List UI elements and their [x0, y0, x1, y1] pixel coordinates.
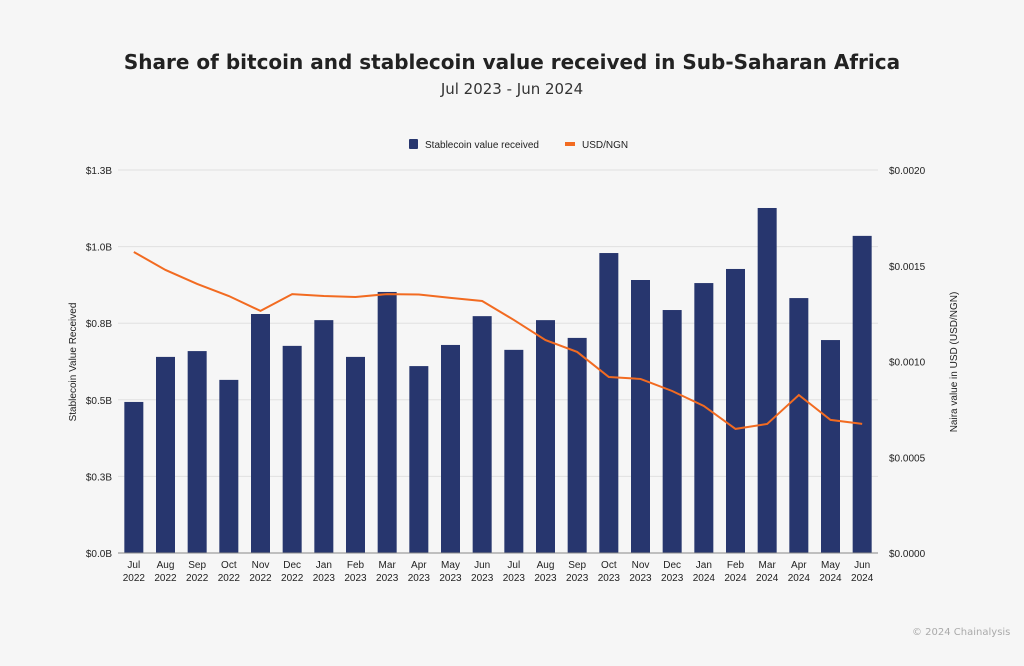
x-tick-label-year: 2023: [661, 573, 684, 584]
x-tick-label-month: Mar: [759, 560, 777, 571]
x-tick-label-year: 2023: [408, 573, 431, 584]
x-tick-label-month: Feb: [727, 560, 745, 571]
x-tick-label-month: Apr: [791, 560, 807, 571]
x-tick-label-month: Jun: [474, 560, 490, 571]
x-tick-label-month: Aug: [537, 560, 555, 571]
y-right-tick-label: $0.0000: [889, 549, 926, 560]
bar: [599, 253, 619, 553]
bar: [789, 298, 809, 553]
bar: [852, 235, 872, 553]
x-tick-label-month: Jul: [127, 560, 140, 571]
x-tick-label-month: Dec: [663, 560, 681, 571]
bar: [377, 291, 397, 553]
chart-subtitle: Jul 2023 - Jun 2024: [440, 80, 584, 98]
bar: [567, 337, 587, 553]
x-tick-label-year: 2022: [186, 573, 209, 584]
x-tick-label-year: 2024: [724, 573, 747, 584]
x-tick-label-month: May: [441, 560, 460, 571]
usd-ngn-line: [133, 251, 863, 430]
x-tick-label-month: Feb: [347, 560, 365, 571]
bar: [124, 401, 144, 553]
x-tick-label-year: 2023: [598, 573, 621, 584]
bar: [282, 345, 302, 553]
x-tick-label-month: Dec: [283, 560, 301, 571]
bar: [536, 320, 555, 553]
legend-swatch-stablecoin: [409, 139, 418, 149]
chart-title: Share of bitcoin and stablecoin value re…: [123, 50, 901, 74]
x-tick-label-month: Sep: [568, 560, 586, 571]
x-tick-label-year: 2022: [154, 573, 177, 584]
x-tick-label-year: 2023: [503, 573, 526, 584]
bar: [187, 351, 207, 553]
x-tick-label-year: 2022: [123, 573, 146, 584]
x-tick-label-year: 2024: [788, 573, 811, 584]
x-tick-label-year: 2024: [819, 573, 842, 584]
x-tick-label-year: 2022: [281, 573, 304, 584]
x-tick-label-month: Jun: [854, 560, 870, 571]
y-right-tick-label: $0.0020: [889, 166, 926, 177]
legend-label-stablecoin: Stablecoin value received: [425, 140, 539, 151]
x-tick-label-month: Nov: [632, 560, 650, 571]
x-tick-label-year: 2024: [756, 573, 779, 584]
y-axis-title: Stablecoin Value Received: [68, 303, 79, 422]
bar: [251, 314, 270, 553]
x-tick-label-month: Nov: [252, 560, 270, 571]
x-tick-label-year: 2023: [344, 573, 367, 584]
x-tick-label-month: Apr: [411, 560, 427, 571]
x-tick-label-month: Sep: [188, 560, 206, 571]
bar: [219, 379, 239, 553]
x-tick-label-year: 2023: [629, 573, 652, 584]
copyright-credit: © 2024 Chainalysis: [912, 627, 1011, 638]
bar: [346, 356, 365, 553]
x-tick-label-month: Oct: [221, 560, 237, 571]
legend-label-usd-ngn: USD/NGN: [582, 140, 628, 151]
bar: [726, 268, 745, 553]
y-tick-label: $1.0B: [86, 243, 112, 254]
bar: [314, 320, 334, 553]
x-tick-label-month: Jan: [316, 560, 332, 571]
y-tick-label: $0.8B: [86, 319, 112, 330]
x-tick-label-year: 2023: [534, 573, 557, 584]
bar: [631, 279, 650, 553]
bar: [409, 366, 429, 553]
y-right-axis-title: Naira value in USD (USD/NGN): [949, 292, 960, 433]
y-tick-label: $0.0B: [86, 549, 112, 560]
y-tick-label: $0.5B: [86, 396, 112, 407]
y-right-tick-label: $0.0015: [889, 262, 926, 273]
bar: [504, 349, 524, 553]
x-tick-label-year: 2023: [471, 573, 494, 584]
x-tick-label-year: 2023: [439, 573, 462, 584]
x-tick-label-month: Mar: [379, 560, 397, 571]
y-right-tick-label: $0.0010: [889, 358, 926, 369]
x-tick-label-year: 2022: [218, 573, 241, 584]
y-tick-label: $0.3B: [86, 472, 112, 483]
x-tick-label-year: 2024: [851, 573, 874, 584]
x-tick-label-year: 2023: [313, 573, 336, 584]
x-tick-label-year: 2024: [693, 573, 716, 584]
x-tick-label-month: Jan: [696, 560, 712, 571]
x-tick-label-month: Oct: [601, 560, 617, 571]
x-tick-label-year: 2022: [249, 573, 272, 584]
x-tick-label-year: 2023: [376, 573, 399, 584]
legend-swatch-usd-ngn: [565, 142, 575, 146]
y-tick-label: $1.3B: [86, 166, 112, 177]
bar: [156, 356, 175, 553]
x-tick-label-year: 2023: [566, 573, 589, 584]
x-tick-label-month: Aug: [157, 560, 175, 571]
x-tick-label-month: Jul: [507, 560, 520, 571]
bar: [472, 316, 492, 553]
x-tick-label-month: May: [821, 560, 840, 571]
y-right-tick-label: $0.0005: [889, 453, 926, 464]
bar: [441, 344, 460, 553]
bar: [757, 207, 777, 554]
bar: [694, 283, 714, 553]
bar: [662, 310, 682, 553]
bar: [821, 340, 840, 553]
